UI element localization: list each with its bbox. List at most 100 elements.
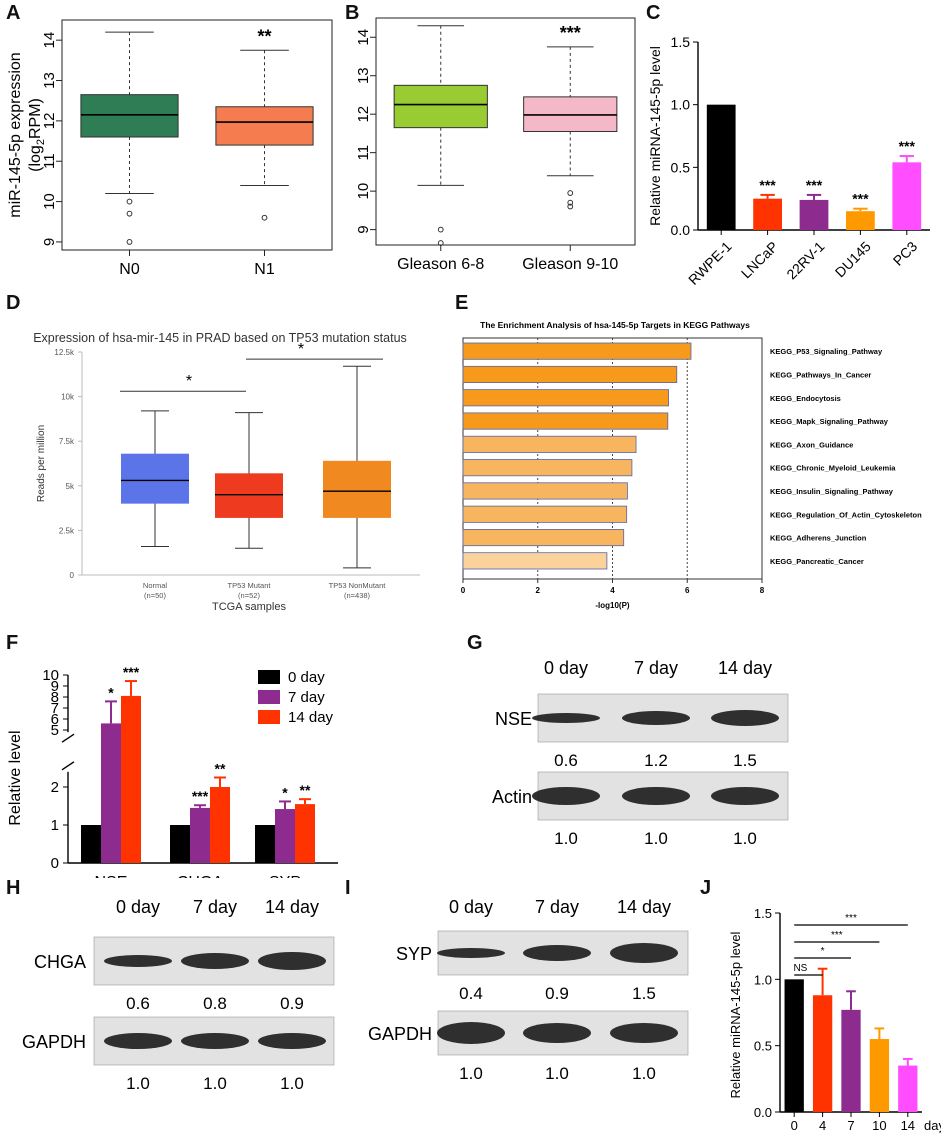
bar (462, 505, 628, 523)
y-tick-label: 10k (61, 393, 75, 402)
legend-label: 0 day (288, 669, 325, 686)
outlier-point (126, 210, 133, 217)
x-tick-label: 7 (847, 1118, 854, 1133)
y-tick-label: 12 (355, 106, 372, 123)
legend-label: 14 day (288, 709, 334, 726)
densitometry-value: 1.0 (644, 829, 668, 848)
panel-label-g: G (467, 632, 483, 654)
category-label: KEGG_Chronic_Myeloid_Leukemia (770, 464, 896, 473)
significance-label: *** (806, 177, 823, 193)
y-tick-label: 0.5 (671, 159, 691, 175)
y-tick-label: 7 (51, 700, 59, 717)
x-tick-label: 4 (819, 1118, 826, 1133)
lane-header: 14 day (265, 897, 319, 917)
box (323, 460, 391, 518)
panel-label-b: B (345, 2, 360, 24)
y-tick-label: 7.5k (59, 437, 75, 446)
x-tick-label: PC3 (890, 238, 921, 269)
bar (841, 1009, 861, 1112)
chart-d-tp53-boxplot: Expression of hsa-mir-145 in PRAD based … (33, 331, 420, 613)
y-tick-label: 0 (51, 855, 59, 872)
densitometry-value: 1.0 (126, 1074, 150, 1093)
x-tick-label: DU145 (832, 238, 874, 280)
y-axis-label: Relative miRNA-145-5p level (647, 46, 663, 226)
x-tick-label: 22RV-1 (783, 238, 827, 282)
category-label: KEGG_Pancreatic_Cancer (770, 557, 864, 566)
chart-c-cell-line-bar: 0.0 0.5 1.0 1.5 RWPE-1 LNCaP *** 22RV-1 *** DU145… (647, 34, 930, 288)
significance-label: *** (560, 23, 581, 43)
y-tick-label: 0 (70, 571, 75, 580)
y-tick-label: 0.5 (754, 1039, 772, 1054)
bar (892, 162, 922, 230)
box (215, 106, 314, 146)
category-label: KEGG_Pathways_In_Cancer (770, 370, 871, 379)
category-label: KEGG_Endocytosis (770, 394, 841, 403)
legend-swatch (258, 710, 280, 724)
bar (101, 723, 121, 863)
bar (846, 211, 875, 230)
densitometry-value: 1.0 (632, 1064, 656, 1083)
protein-band (104, 955, 172, 967)
x-tick-label: LNCaP (738, 238, 781, 281)
panel-label-e: E (455, 292, 469, 314)
bar (799, 199, 829, 230)
bar (462, 412, 669, 430)
densitometry-value: 1.0 (459, 1064, 483, 1083)
protein-band (610, 943, 678, 963)
y-tick-label: 2.5k (59, 526, 75, 535)
densitometry-value: 1.0 (733, 829, 757, 848)
bar (462, 459, 633, 477)
densitometry-value: 0.6 (554, 751, 578, 770)
bar (753, 198, 782, 230)
x-tick-count: (n=50) (144, 591, 166, 600)
bar (462, 435, 637, 453)
sig-label: *** (845, 913, 857, 924)
y-tick-label: 1.5 (754, 906, 772, 921)
box (393, 84, 488, 129)
legend-swatch (258, 690, 280, 704)
chart-e-kegg-bar: The Enrichment Analysis of hsa-145-5p Ta… (461, 320, 922, 610)
blot-row-label: NSE (495, 709, 532, 729)
bar (462, 528, 625, 547)
protein-band (711, 787, 779, 805)
chart-b-gleason-boxplot: 9 10 11 12 13 14 Gleason 6-8 Gleason 9-10 *** (355, 17, 636, 273)
protein-band (532, 787, 600, 805)
box (80, 94, 179, 138)
plot-frame (375, 17, 636, 246)
outlier-point (567, 190, 574, 196)
y-tick-label: 9 (355, 225, 372, 233)
bar (295, 804, 315, 863)
outlier-point (437, 226, 444, 233)
sig-label: * (298, 341, 304, 358)
protein-band (181, 1033, 249, 1049)
protein-band (258, 952, 326, 970)
y-tick-label: 13 (355, 67, 372, 84)
blot-row-label: Actin (492, 787, 532, 807)
panel-label-i: I (345, 877, 351, 899)
y-tick-label: 14 (355, 29, 372, 46)
protein-band (437, 948, 505, 958)
y-tick-label: 9 (51, 678, 59, 695)
y-tick-label: 11 (355, 145, 372, 161)
blot-h-chga: 0 day 7 day 14 day CHGA 0.6 0.8 0.9 GAPDH 1.0 1.0… (22, 897, 335, 1093)
y-tick-label: 0.0 (754, 1105, 772, 1120)
densitometry-value: 0.9 (280, 994, 304, 1013)
densitometry-value: 1.5 (632, 984, 656, 1003)
lane-header: 7 day (193, 897, 237, 917)
protein-band (622, 711, 690, 725)
y-tick-label: 1.5 (671, 34, 691, 50)
bar (462, 342, 692, 360)
x-tick-label: 2 (536, 586, 541, 595)
bar (462, 389, 669, 407)
chart-title: The Enrichment Analysis of hsa-145-5p Ta… (480, 320, 750, 330)
densitometry-value: 1.0 (203, 1074, 227, 1093)
y-tick-label: 1.0 (754, 972, 772, 987)
y-tick-label: 1.0 (671, 97, 691, 113)
y-tick-label: 10 (41, 193, 58, 210)
y-tick-label: 13 (41, 72, 58, 89)
lane-header: 0 day (116, 897, 160, 917)
x-tick-label: 0 (461, 586, 466, 595)
x-tick-label: CHGA (177, 874, 224, 878)
category-label: KEGG_Adherens_Junction (770, 534, 867, 543)
y-tick-label: 12 (41, 113, 58, 130)
